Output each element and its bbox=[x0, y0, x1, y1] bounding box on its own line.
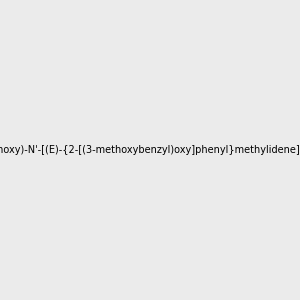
Text: 2-(2-bromophenoxy)-N'-[(E)-{2-[(3-methoxybenzyl)oxy]phenyl}methylidene]acetohydr: 2-(2-bromophenoxy)-N'-[(E)-{2-[(3-methox… bbox=[0, 145, 300, 155]
